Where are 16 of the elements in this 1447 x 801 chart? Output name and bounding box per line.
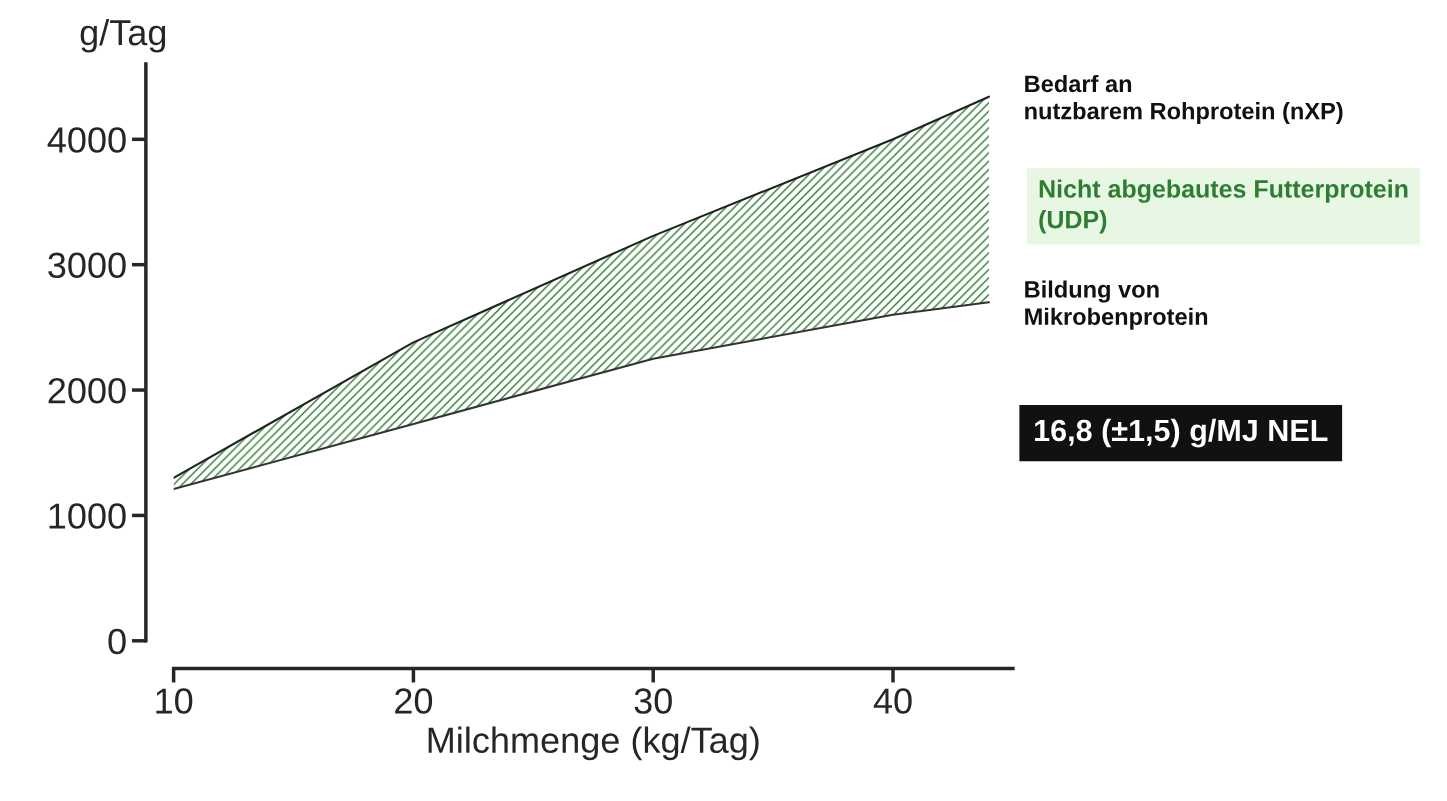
series-label: Bedarf an nutzbarem Rohprotein (nXP) [1025, 74, 1343, 125]
x-axis-title: Milchmenge (kg/Tag) [428, 726, 759, 761]
y-tick-label: 4000 [47, 127, 126, 153]
y-tick-label: 2000 [48, 377, 126, 404]
text: 16,8 (±1,5) g/MJ NEL [1035, 418, 1328, 448]
line-series [173, 301, 990, 491]
x-tick-label: 30 [634, 688, 672, 714]
x-tick-label: 40 [873, 688, 912, 714]
y-tick-label: 1000 [49, 503, 126, 529]
y-tick-label: 0 [108, 628, 126, 655]
y-axis-title: g/Tag [80, 18, 166, 53]
x-tick-label: 20 [395, 688, 433, 714]
series-label: Bildung von Mikrobenprotein [1025, 280, 1208, 330]
y-tick-label: 3000 [48, 252, 126, 279]
text: Nicht abgebautes Futterprotein (UDP) [1039, 179, 1408, 234]
x-tick-label: 10 [156, 688, 193, 714]
